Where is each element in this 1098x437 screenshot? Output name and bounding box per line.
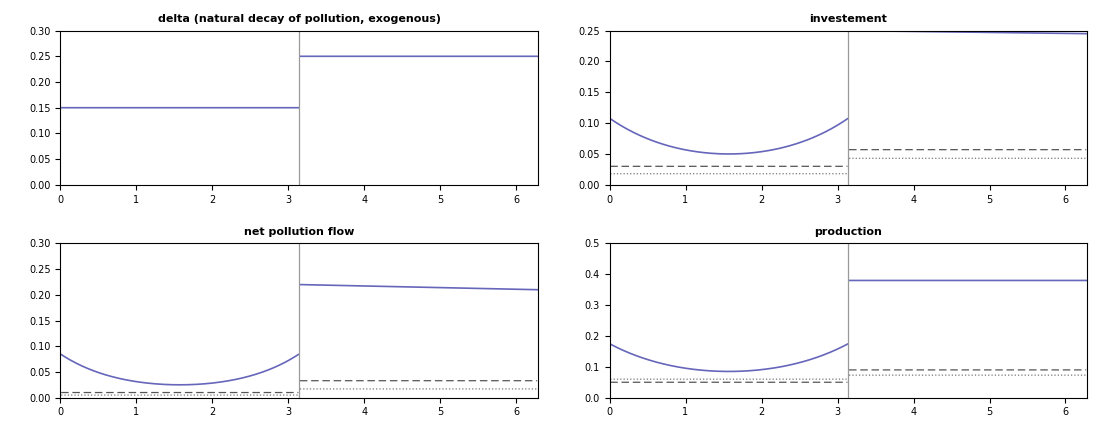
Title: delta (natural decay of pollution, exogenous): delta (natural decay of pollution, exoge… xyxy=(158,14,440,24)
Title: production: production xyxy=(815,227,882,237)
Title: net pollution flow: net pollution flow xyxy=(244,227,355,237)
Title: investement: investement xyxy=(809,14,887,24)
